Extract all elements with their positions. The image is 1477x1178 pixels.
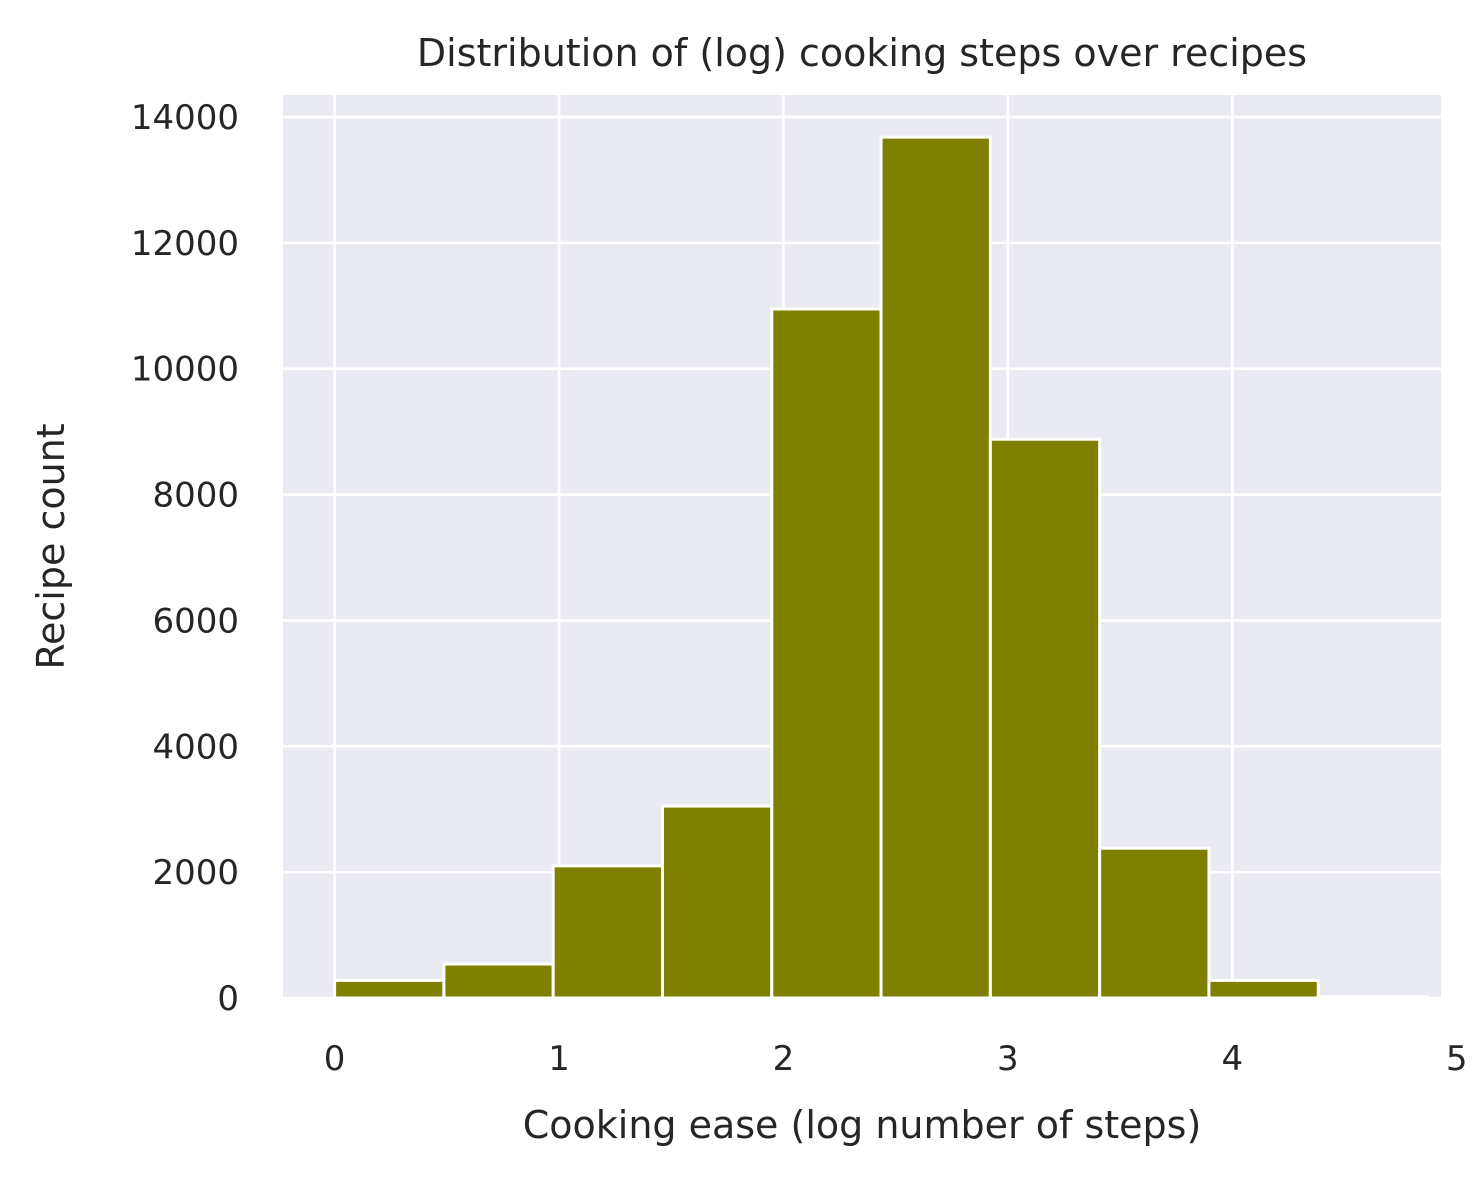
histogram-bar <box>1316 995 1430 1000</box>
histogram-bar <box>660 804 774 1000</box>
x-axis-title: Cooking ease (log number of steps) <box>523 1103 1202 1147</box>
x-tick-label: 0 <box>324 1039 346 1079</box>
histogram-bar <box>333 978 446 1000</box>
histogram-bar <box>551 864 664 1000</box>
chart-title: Distribution of (log) cooking steps over… <box>417 31 1307 75</box>
x-tick-label: 3 <box>997 1039 1019 1079</box>
y-axis-title: Recipe count <box>29 423 73 669</box>
x-tick-label: 5 <box>1446 1039 1468 1079</box>
x-tick-label: 4 <box>1221 1039 1243 1079</box>
y-tick-labels: 0 2000 4000 6000 8000 10000 12000 14000 <box>131 98 239 1019</box>
bars <box>333 135 1430 1000</box>
y-tick-label: 6000 <box>152 601 239 641</box>
y-tick-label: 4000 <box>152 727 239 767</box>
histogram-bar <box>1098 846 1211 1000</box>
y-tick-label: 12000 <box>131 224 239 264</box>
y-tick-label: 2000 <box>152 853 239 893</box>
x-tick-labels: 0 1 2 3 4 5 <box>324 1039 1468 1079</box>
histogram-bar <box>988 437 1102 1000</box>
y-tick-label: 0 <box>217 979 239 1019</box>
histogram-bar <box>770 307 883 1000</box>
y-tick-label: 14000 <box>131 98 239 138</box>
y-tick-label: 10000 <box>131 350 239 390</box>
y-tick-label: 8000 <box>152 476 239 516</box>
x-tick-label: 2 <box>773 1039 795 1079</box>
histogram-bar <box>442 962 555 1000</box>
x-tick-label: 1 <box>548 1039 570 1079</box>
histogram-bar <box>879 135 992 1000</box>
histogram-bar <box>1207 978 1320 1000</box>
